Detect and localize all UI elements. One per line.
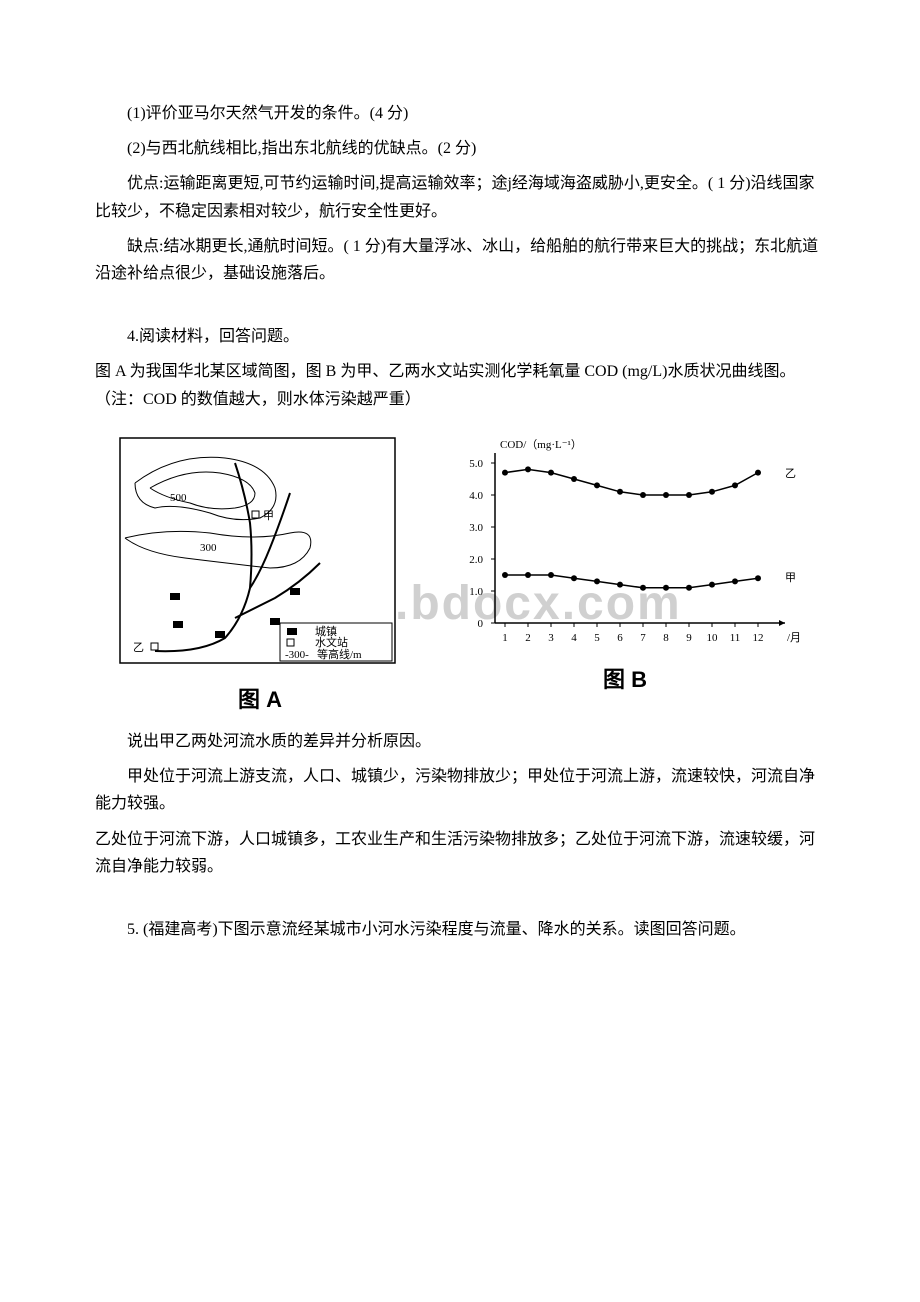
svg-text:2.0: 2.0 [469, 554, 483, 566]
chart-xlabel: /月 [787, 632, 801, 644]
svg-text:6: 6 [617, 632, 623, 644]
contour-label-500: 500 [170, 492, 187, 504]
contour-label-300: 300 [200, 542, 217, 554]
legend-contour: 等高线/m [317, 647, 362, 661]
question-4-description: 图 A 为我国华北某区域简图，图 B 为甲、乙两水文站实测化学耗氧量 COD (… [95, 358, 825, 412]
answer-2-advantage: 优点:运输距离更短,可节约运输时间,提高运输效率；途j经海域海盗威胁小,更安全。… [95, 170, 825, 224]
question-4: 4.阅读材料，回答问题。 [95, 323, 825, 350]
series-yi-label: 乙 [785, 467, 796, 480]
legend-contour-val: -300- [285, 649, 309, 661]
svg-text:7: 7 [640, 632, 646, 644]
figure-a-container: 500 300 甲 乙 城镇 水文站 -300- 等高线/m [115, 433, 405, 718]
question-5: 5. (福建高考)下图示意流经某城市小河水污染程度与流量、降水的关系。读图回答问… [95, 916, 825, 943]
svg-text:12: 12 [753, 632, 764, 644]
svg-text:5.0: 5.0 [469, 458, 483, 470]
svg-text:11: 11 [730, 632, 741, 644]
figure-b-label: 图 B [445, 661, 805, 698]
answer-2-disadvantage: 缺点:结冰期更长,通航时间短。( 1 分)有大量浮冰、冰山，给船舶的航行带来巨大… [95, 233, 825, 287]
svg-text:0: 0 [478, 618, 484, 630]
figure-row: 500 300 甲 乙 城镇 水文站 -300- 等高线/m [95, 433, 825, 718]
svg-text:8: 8 [663, 632, 669, 644]
svg-text:9: 9 [686, 632, 692, 644]
svg-text:5: 5 [594, 632, 600, 644]
series-jia [502, 572, 761, 591]
question-2: (2)与西北航线相比,指出东北航线的优缺点。(2 分) [95, 135, 825, 162]
figure-a-label: 图 A [115, 681, 405, 718]
svg-text:3: 3 [548, 632, 554, 644]
question-4-ask: 说出甲乙两处河流水质的差异并分析原因。 [95, 728, 825, 755]
x-ticks: 123456789101112 [502, 623, 763, 644]
series-yi [502, 466, 761, 498]
figure-b-svg: COD/（mg·L⁻¹） 0 1.0 2.0 3.0 4.0 5.0 [445, 433, 805, 653]
question-1: (1)评价亚马尔天然气开发的条件。(4 分) [95, 100, 825, 127]
svg-text:2: 2 [525, 632, 531, 644]
svg-text:4: 4 [571, 632, 577, 644]
svg-text:4.0: 4.0 [469, 490, 483, 502]
answer-4-yi: 乙处位于河流下游，人口城镇多，工农业生产和生活污染物排放多；乙处位于河流下游，流… [95, 826, 825, 880]
legend-town: 城镇 [315, 624, 337, 638]
svg-text:10: 10 [707, 632, 719, 644]
svg-text:1.0: 1.0 [469, 586, 483, 598]
svg-text:1: 1 [502, 632, 508, 644]
legend-station: 水文站 [315, 635, 348, 649]
figure-b-container: .bdocx.com COD/（mg·L⁻¹） 0 1.0 2.0 3.0 4.… [445, 433, 805, 698]
svg-text:3.0: 3.0 [469, 522, 483, 534]
station-yi-label: 乙 [133, 641, 144, 654]
answer-4-jia: 甲处位于河流上游支流，人口、城镇少，污染物排放少；甲处位于河流上游，流速较快，河… [95, 763, 825, 817]
y-ticks: 0 1.0 2.0 3.0 4.0 5.0 [469, 458, 495, 630]
chart-ylabel: COD/（mg·L⁻¹） [500, 438, 582, 451]
series-jia-label: 甲 [785, 572, 796, 584]
figure-a-svg: 500 300 甲 乙 城镇 水文站 -300- 等高线/m [115, 433, 405, 673]
station-jia-label: 甲 [263, 510, 274, 522]
